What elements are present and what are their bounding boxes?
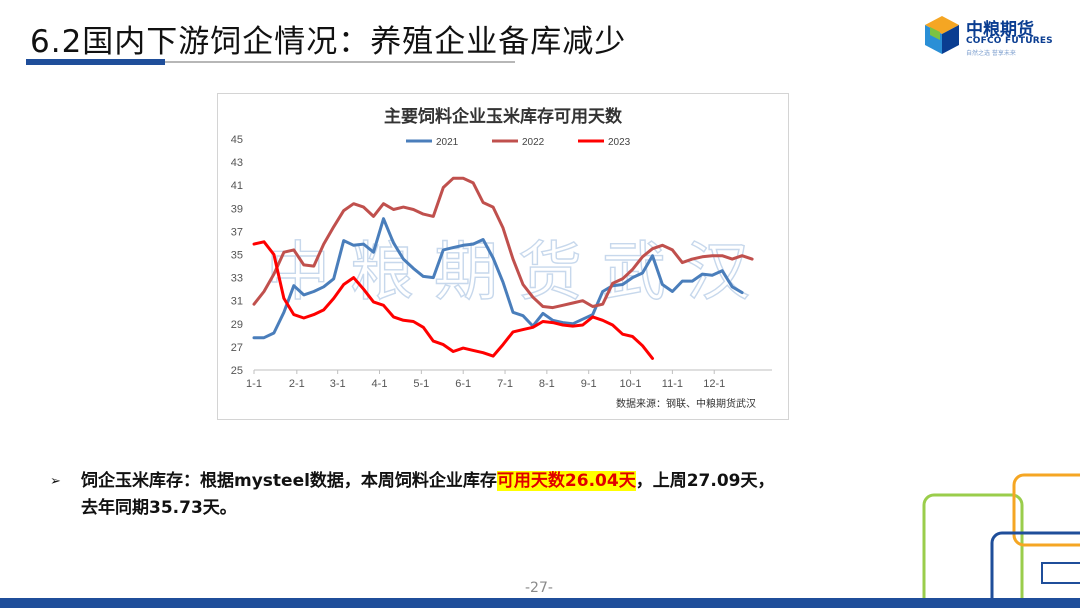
x-tick-label: 8-1 xyxy=(539,378,555,390)
y-tick-label: 29 xyxy=(231,319,243,331)
page-number: -27- xyxy=(525,580,553,596)
logo-tagline: 自然之选 誉享未来 xyxy=(966,50,1016,57)
page-title: 6.2国内下游饲企情况：养殖企业备库减少 xyxy=(30,24,627,60)
logo-name-cn: 中粮期货 xyxy=(966,20,1034,40)
series-line-2023 xyxy=(252,240,654,360)
y-tick-label: 25 xyxy=(231,365,243,377)
bullet-paragraph: ➢ 饲企玉米库存：根据mysteel数据，本周饲料企业库存可用天数26.04天，… xyxy=(50,468,900,522)
x-tick-label: 10-1 xyxy=(620,378,642,390)
x-tick-label: 3-1 xyxy=(330,378,346,390)
y-tick-label: 45 xyxy=(231,134,243,146)
y-tick-label: 27 xyxy=(231,342,243,354)
x-tick-label: 9-1 xyxy=(581,378,597,390)
y-tick-label: 39 xyxy=(231,203,243,215)
arrow-bullet-icon: ➢ xyxy=(50,474,61,489)
legend-label-2022: 2022 xyxy=(522,137,545,148)
cofco-logo: 中粮期货 COFCO FUTURES 自然之选 誉享未来 xyxy=(922,14,1062,58)
x-tick-label: 6-1 xyxy=(455,378,471,390)
legend-label-2021: 2021 xyxy=(436,137,459,148)
y-tick-label: 33 xyxy=(231,273,243,285)
y-tick-label: 35 xyxy=(231,250,243,262)
chart-title: 主要饲料企业玉米库存可用天数 xyxy=(384,106,623,127)
highlighted-value: 可用天数26.04天 xyxy=(496,471,636,491)
y-tick-label: 31 xyxy=(231,296,243,308)
bullet-text-line2: 去年同期35.73天。 xyxy=(81,498,237,518)
y-tick-label: 37 xyxy=(231,226,243,238)
logo-name-en: COFCO FUTURES xyxy=(966,36,1053,46)
cube-icon xyxy=(925,16,959,54)
title-underline-accent xyxy=(26,59,165,65)
series-line-2022 xyxy=(252,176,754,310)
x-tick-label: 12-1 xyxy=(703,378,725,390)
decorative-corner-frames xyxy=(922,473,1080,598)
x-tick-label: 1-1 xyxy=(246,378,262,390)
series-line-2021 xyxy=(252,217,744,340)
x-tick-label: 5-1 xyxy=(413,378,429,390)
footer-bar xyxy=(0,598,1080,608)
title-underline xyxy=(165,61,515,63)
chart-container: 中粮期货武汉 主要饲料企业玉米库存可用天数 2021 2022 2023 25 27 29 31… xyxy=(217,93,789,420)
x-tick-label: 2-1 xyxy=(289,378,305,390)
bullet-text-part1: 饲企玉米库存：根据mysteel数据，本周饲料企业库存 xyxy=(81,471,497,491)
x-tick-label: 4-1 xyxy=(372,378,388,390)
x-tick-label: 7-1 xyxy=(497,378,513,390)
x-tick-label: 11-1 xyxy=(662,378,683,390)
bullet-text-part2: ，上周27.09天， xyxy=(635,471,775,491)
legend-label-2023: 2023 xyxy=(608,137,631,148)
y-tick-label: 41 xyxy=(231,180,243,192)
y-tick-label: 43 xyxy=(231,157,243,169)
chart-source: 数据来源：钢联、中粮期货武汉 xyxy=(616,397,756,410)
